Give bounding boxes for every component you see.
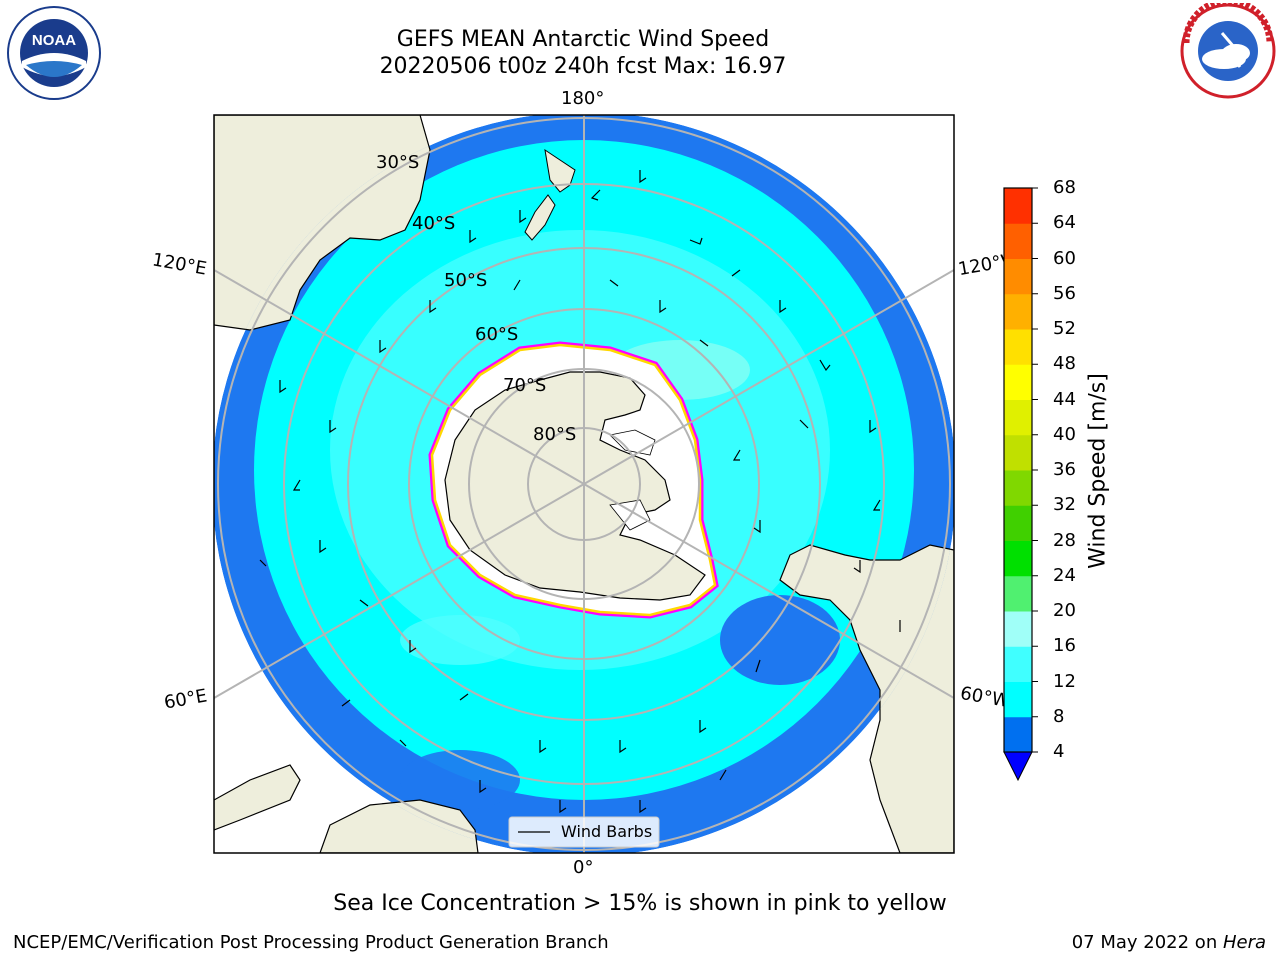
- colorbar-segment: [1004, 223, 1032, 259]
- legend-label: Wind Barbs: [561, 822, 653, 841]
- colorbar-segment: [1004, 364, 1032, 400]
- colorbar-tick-label: 24: [1053, 564, 1076, 586]
- colorbar-segment: [1004, 188, 1032, 224]
- lon-label-0: 0°: [573, 857, 594, 878]
- colorbar-segment: [1004, 716, 1032, 753]
- colorbar-tick-label: 44: [1053, 388, 1076, 410]
- colorbar-tick-label: 52: [1053, 318, 1076, 339]
- colorbar: [1003, 187, 1038, 782]
- colorbar-segment: [1004, 646, 1032, 682]
- colorbar-tick-label: 68: [1053, 177, 1076, 198]
- colorbar-tick-label: 36: [1053, 459, 1076, 480]
- new-zealand-landmass: [524, 148, 576, 241]
- colorbar-tick-label: 32: [1053, 494, 1076, 516]
- lon-label-180: 180°: [561, 88, 605, 109]
- map-legend: [508, 816, 660, 848]
- colorbar-tick-label: 48: [1053, 353, 1076, 375]
- credit-date-text: 07 May 2022 on: [1071, 932, 1223, 953]
- credit-branch: NCEP/EMC/Verification Post Processing Pr…: [13, 932, 609, 953]
- colorbar-tick-label: 56: [1053, 282, 1076, 304]
- colorbar-segment: [1004, 505, 1032, 541]
- svg-text:NOAA: NOAA: [32, 32, 76, 49]
- colorbar-tick-label: 40: [1053, 423, 1076, 445]
- credit-date: 07 May 2022 on Hera: [1072, 932, 1266, 954]
- credit-host: Hera: [1222, 932, 1266, 953]
- africa-landmass: [214, 764, 479, 853]
- sea-ice-footnote: Sea Ice Concentration > 15% is shown in …: [333, 891, 947, 916]
- colorbar-tick-label: 60: [1053, 247, 1076, 269]
- wind-barbs: [259, 170, 901, 814]
- colorbar-segment: [1004, 575, 1032, 612]
- polar-map: [213, 114, 955, 854]
- colorbar-tick-label: 28: [1053, 529, 1076, 551]
- map-title: GEFS MEAN Antarctic Wind Speed: [396, 27, 770, 52]
- colorbar-segment: [1004, 540, 1032, 577]
- colorbar-segment: [1004, 329, 1032, 365]
- colorbar-tick-marks: [1032, 187, 1038, 753]
- colorbar-segments: [1004, 188, 1032, 753]
- colorbar-segment: [1004, 434, 1032, 471]
- graticule: [214, 115, 954, 853]
- colorbar-segment: [1004, 470, 1032, 506]
- colorbar-tick-label: 12: [1053, 670, 1076, 692]
- map-frame: [213, 114, 955, 854]
- colorbar-tick-label: 64: [1053, 212, 1076, 234]
- lat-label-50s: 50°S: [444, 270, 488, 291]
- colorbar-tick-label: 20: [1053, 600, 1076, 621]
- colorbar-tick-label: 4: [1053, 741, 1065, 762]
- lat-label-70s: 70°S: [503, 375, 547, 396]
- colorbar-extend-arrow: [1003, 751, 1033, 782]
- colorbar-tick-label: 8: [1053, 705, 1065, 727]
- nws-logo: [1180, 3, 1276, 99]
- colorbar-title: Wind Speed [m/s]: [1085, 373, 1111, 569]
- noaa-logo: NOAA: [7, 6, 101, 100]
- colorbar-segment: [1004, 681, 1032, 718]
- colorbar-segment: [1004, 258, 1032, 295]
- lat-label-30s: 30°S: [376, 152, 420, 173]
- colorbar-segment: [1004, 399, 1032, 436]
- map-subtitle: 20220506 t00z 240h fcst Max: 16.97: [379, 54, 787, 79]
- colorbar-segment: [1004, 611, 1032, 647]
- colorbar-tick-label: 16: [1053, 635, 1076, 657]
- lat-label-60s: 60°S: [475, 324, 519, 345]
- lat-label-40s: 40°S: [412, 213, 456, 234]
- lat-label-80s: 80°S: [533, 424, 577, 445]
- colorbar-segment: [1004, 293, 1032, 330]
